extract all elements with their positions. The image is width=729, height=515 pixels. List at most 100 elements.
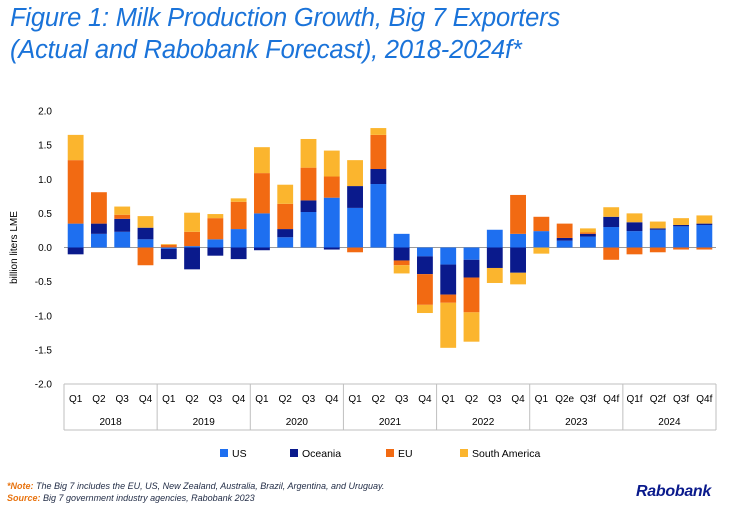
bar-segment-us — [230, 229, 247, 248]
bar-segment-oceania — [486, 247, 503, 268]
bar-segment-us — [160, 247, 177, 249]
bar-segment-eu — [137, 247, 154, 266]
bar-segment-south-america — [510, 272, 526, 285]
bar-segment-eu — [254, 173, 270, 214]
bar-segment-oceania — [603, 216, 620, 228]
bar-segment-us — [580, 236, 596, 248]
bar-segment-oceania — [207, 247, 224, 256]
x-tick-label: Q2 — [465, 394, 479, 405]
bar-segment-oceania — [91, 223, 107, 234]
bar-segment-oceania — [160, 248, 177, 260]
x-group-label: 2019 — [193, 417, 216, 428]
bar-segment-eu — [347, 247, 363, 253]
x-tick-label: Q1 — [162, 394, 176, 405]
x-group-label: 2021 — [379, 417, 402, 428]
bar-segment-south-america — [696, 215, 713, 224]
bar-segment-eu — [277, 203, 294, 230]
y-tick-label: -1.0 — [35, 311, 53, 322]
bar-segment-eu — [440, 294, 457, 303]
x-tick-label: Q2 — [92, 394, 106, 405]
x-tick-label: Q3f — [580, 394, 596, 405]
bar-segment-eu — [533, 216, 550, 232]
bar-segment-us — [533, 231, 550, 248]
x-tick-label: Q2 — [372, 394, 386, 405]
legend-label: South America — [472, 448, 540, 460]
x-tick-label: Q4 — [325, 394, 339, 405]
title-line-1: Figure 1: Milk Production Growth, Big 7 … — [10, 4, 561, 32]
y-tick-label: 0.5 — [38, 209, 52, 220]
y-axis-label: billion liters LME — [9, 211, 20, 284]
bar-segment-us — [603, 227, 620, 248]
bar-segment-south-america — [393, 265, 410, 274]
y-tick-label: -1.5 — [35, 345, 53, 356]
bar-segment-eu — [160, 244, 177, 248]
bar-segment-oceania — [440, 264, 457, 295]
bar-segment-oceania — [347, 186, 363, 208]
bar-segment-oceania — [696, 223, 713, 225]
x-tick-label: Q1f — [626, 394, 642, 405]
bar-segment-us — [673, 226, 689, 248]
bar-segment-south-america — [486, 267, 503, 283]
x-group-label: 2020 — [286, 417, 309, 428]
bar-segment-us — [207, 239, 224, 248]
x-tick-label: Q3 — [302, 394, 316, 405]
x-tick-label: Q1 — [442, 394, 456, 405]
bar-segment-eu — [184, 231, 200, 247]
legend-swatch-eu — [386, 449, 394, 457]
bar-segment-oceania — [137, 227, 154, 240]
bar-segment-south-america — [67, 134, 84, 161]
x-tick-label: Q4f — [696, 394, 712, 405]
bar-segment-us — [277, 237, 294, 248]
y-tick-label: 1.5 — [38, 141, 52, 152]
bar-segment-us — [67, 223, 84, 248]
x-tick-label: Q1 — [535, 394, 549, 405]
bar-segment-eu — [230, 201, 247, 230]
x-group-label: 2024 — [658, 417, 681, 428]
legend-label: Oceania — [302, 448, 341, 460]
bar-segment-us — [137, 239, 154, 248]
bar-segment-south-america — [184, 212, 200, 232]
bar-segment-us — [91, 233, 107, 248]
bar-segment-eu — [393, 260, 410, 266]
x-tick-label: Q2f — [650, 394, 666, 405]
bar-segment-eu — [673, 247, 689, 250]
bar-segment-oceania — [510, 247, 526, 273]
x-tick-label: Q1 — [348, 394, 362, 405]
bar-segment-eu — [626, 247, 643, 255]
x-tick-label: Q2 — [279, 394, 293, 405]
bar-segment-oceania — [626, 222, 643, 232]
bar-segment-eu — [510, 194, 526, 234]
x-tick-label: Q3 — [488, 394, 502, 405]
bar-segment-south-america — [440, 302, 457, 348]
x-tick-label: Q4f — [603, 394, 619, 405]
bar-segment-oceania — [556, 237, 573, 241]
bar-segment-oceania — [300, 200, 317, 213]
bar-segment-eu — [91, 192, 107, 224]
y-tick-label: -0.5 — [35, 277, 53, 288]
x-tick-label: Q4 — [139, 394, 153, 405]
x-tick-label: Q4 — [418, 394, 432, 405]
bar-segment-eu — [300, 167, 317, 201]
bar-segment-south-america — [207, 214, 224, 219]
bar-segment-oceania — [277, 229, 294, 238]
bar-segment-us — [393, 233, 410, 248]
bar-segment-south-america — [277, 184, 294, 204]
bar-segment-oceania — [254, 247, 270, 251]
bar-segment-oceania — [417, 256, 433, 275]
source-text: Big 7 government industry agencies, Rabo… — [43, 493, 255, 503]
bar-segment-south-america — [160, 244, 177, 245]
x-tick-label: Q2 — [185, 394, 199, 405]
bar-segment-south-america — [347, 160, 363, 187]
bar-segment-us — [696, 224, 713, 248]
legend-swatch-oceania — [290, 449, 298, 457]
bar-segment-south-america — [370, 128, 387, 135]
bar-segment-south-america — [626, 213, 643, 223]
bar-segment-us — [254, 213, 270, 248]
bar-segment-south-america — [603, 207, 620, 217]
title-line-2: (Actual and Rabobank Forecast), 2018-202… — [10, 36, 522, 64]
footnote: *Note: The Big 7 includes the EU, US, Ne… — [7, 480, 384, 504]
note-text: The Big 7 includes the EU, US, New Zeala… — [36, 481, 385, 491]
bar-segment-oceania — [580, 233, 596, 237]
x-tick-label: Q1 — [69, 394, 83, 405]
